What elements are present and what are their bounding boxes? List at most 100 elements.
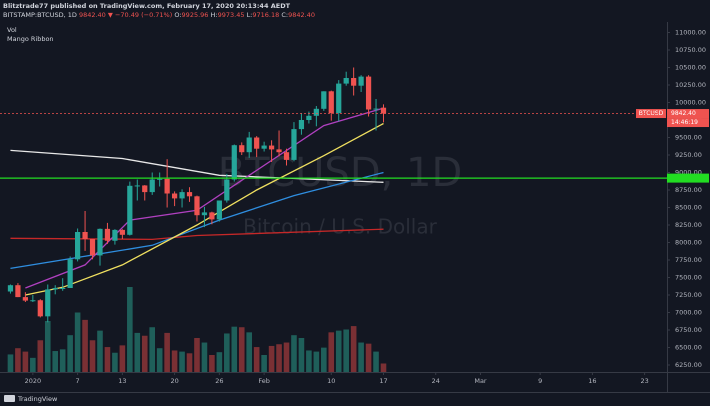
candle-body	[112, 229, 118, 241]
volume-bar	[350, 326, 357, 372]
watermark: BTCUSD, 1D	[218, 150, 463, 196]
volume-bar	[141, 335, 148, 372]
logo-text: TradingView	[17, 395, 58, 403]
publisher-line: Blitztrade77 published on TradingView.co…	[3, 2, 291, 10]
y-tick-label: 7500.00	[675, 274, 702, 282]
candle-body	[194, 196, 200, 216]
volume-bar	[179, 351, 185, 372]
volume-bar	[149, 327, 156, 372]
volume-bar	[119, 345, 126, 372]
countdown-label: 14:46:19	[671, 119, 698, 126]
volume-bar	[97, 330, 103, 372]
candle-body	[104, 228, 111, 241]
volume-bar	[209, 355, 215, 372]
volume-bar	[201, 342, 208, 372]
candle-body	[336, 83, 342, 113]
candle-body	[321, 91, 327, 109]
candle-body	[89, 239, 96, 256]
candle-body	[365, 76, 372, 110]
ohlc-key: L:	[247, 11, 253, 19]
volume-bar	[321, 347, 327, 372]
candle-body	[276, 149, 282, 153]
last-price: 9842.40	[79, 11, 106, 19]
x-tick-label: Feb	[258, 377, 270, 385]
volume-bar	[37, 340, 44, 372]
volume-bar	[380, 363, 387, 372]
candle-body	[186, 192, 193, 197]
x-tick-label: 9	[538, 377, 542, 385]
volume-bar	[52, 351, 59, 372]
volume-bar	[291, 335, 297, 372]
candle-body	[231, 145, 237, 180]
volume-bar	[134, 332, 141, 372]
price-marker	[667, 109, 709, 119]
volume-bar	[343, 329, 349, 372]
volume-bar	[358, 342, 364, 372]
candle-body	[306, 115, 312, 120]
logo-icon	[4, 395, 15, 402]
ohlc-key: H:	[211, 11, 218, 19]
ohlc-value: 9716.18	[252, 11, 279, 19]
volume-bar	[276, 344, 282, 372]
logo[interactable]: TradingView	[4, 395, 58, 403]
candle-body	[37, 300, 43, 317]
volume-bar	[67, 335, 73, 372]
candle-body	[82, 232, 88, 239]
ohlc-value: 9973.45	[218, 11, 245, 19]
volume-bar	[216, 352, 223, 372]
y-tick-label: 9000.00	[675, 169, 702, 177]
y-tick-label: 7750.00	[675, 256, 702, 264]
candle-body	[380, 107, 387, 114]
x-tick-label: 7	[76, 377, 80, 385]
volume-bar	[328, 332, 335, 372]
ohlc-key: O:	[174, 11, 181, 19]
volume-bar	[298, 338, 305, 372]
y-tick-label: 10500.00	[675, 64, 706, 72]
indicator-label[interactable]: Vol	[7, 26, 17, 34]
volume-bar	[74, 312, 81, 372]
watermark: Bitcoin / U.S. Dollar	[243, 215, 437, 239]
volume-bar	[112, 352, 118, 372]
indicator-label[interactable]: Mango Ribbon	[7, 35, 54, 43]
ohlc-value: 9925.96	[182, 11, 209, 19]
candle-body	[254, 137, 260, 149]
candle-body	[209, 212, 215, 220]
candle-body	[328, 91, 334, 113]
volume-bar	[156, 348, 163, 372]
candle-body	[52, 288, 58, 290]
candle-body	[60, 288, 66, 289]
y-tick-label: 7000.00	[675, 309, 702, 317]
moving-average	[10, 149, 384, 183]
y-tick-label: 6750.00	[675, 326, 702, 334]
y-tick-label: 6250.00	[675, 361, 702, 369]
volume-bar	[268, 345, 275, 372]
y-tick-label: 11000.00	[675, 29, 706, 37]
y-tick-label: 8000.00	[675, 239, 702, 247]
candle-body	[164, 178, 170, 194]
x-tick-label: 20	[170, 377, 178, 385]
candle-body	[313, 108, 319, 116]
x-tick-label: Mar	[474, 377, 487, 385]
candle-body	[97, 228, 103, 256]
price-marker	[667, 173, 709, 183]
axes: 6250.00 6500.00 6750.00 7000.00 7250.00 7500.…	[25, 29, 709, 385]
candle-body	[343, 78, 349, 84]
y-tick-label: 6500.00	[675, 344, 702, 352]
candle-body	[291, 129, 297, 160]
y-tick-label: 10250.00	[675, 81, 706, 89]
y-tick-label: 8500.00	[675, 204, 702, 212]
ohlc-key: C:	[281, 11, 288, 19]
x-tick-label: 10	[327, 377, 335, 385]
volume-bar	[7, 354, 14, 372]
candle-body	[67, 259, 73, 288]
volume-bar	[231, 326, 238, 372]
y-tick-label: 10750.00	[675, 46, 706, 54]
y-tick-label: 9500.00	[675, 134, 702, 142]
volume-bar	[335, 330, 342, 372]
volume-bar	[89, 340, 96, 372]
candle-body	[22, 297, 28, 301]
volume-bar	[82, 319, 88, 372]
candle-body	[358, 76, 364, 86]
volume-bar	[306, 350, 312, 372]
candle-body	[298, 120, 305, 130]
